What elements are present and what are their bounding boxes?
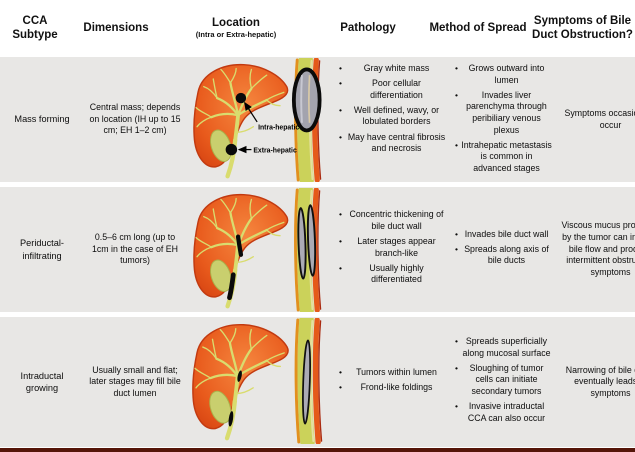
symptoms-text: Viscous mucus produced by the tumor can … bbox=[561, 220, 635, 277]
column-header-spread: Method of Spread bbox=[429, 21, 527, 34]
list-item: Later stages appear branch-like bbox=[339, 236, 448, 259]
spread-list: Invades bile duct wall Spreads along axi… bbox=[450, 229, 554, 271]
spread-list: Grows outward into lumen Invades liver p… bbox=[450, 63, 554, 178]
intrahepatic-arrow bbox=[244, 101, 258, 123]
extrahepatic-tumor-mark bbox=[225, 143, 238, 156]
column-header-location: Location (Intra or Extra-hepatic) bbox=[162, 17, 310, 40]
row-mass-forming: Mass forming Central mass; depends on lo… bbox=[0, 57, 635, 182]
symptoms-text: Narrowing of bile ducts eventually leads… bbox=[565, 364, 635, 398]
list-item: Invasive intraductal CCA can also occur bbox=[455, 401, 552, 424]
location-cell: Intra-hepatic Extra-hepatic bbox=[186, 57, 334, 182]
subtype-label: Periductal-infiltrating bbox=[20, 238, 64, 261]
list-item: Poor cellular differentiation bbox=[339, 78, 448, 101]
pathology-list: Tumors within lumen Frond-like foldings bbox=[334, 367, 450, 397]
footer-rule bbox=[0, 448, 635, 452]
list-item: Tumors within lumen bbox=[339, 367, 448, 379]
dimensions-text: 0.5–6 cm long (up to 1cm in the case of … bbox=[91, 232, 179, 266]
pathology-cell: Concentric thickening of bile duct wall … bbox=[334, 187, 450, 312]
duct-wall-thickening-left bbox=[297, 207, 307, 280]
list-item: Gray white mass bbox=[339, 63, 448, 75]
dimensions-text: Central mass; depends on location (IH up… bbox=[89, 102, 181, 136]
dimensions-text: Usually small and flat; later stages may… bbox=[89, 364, 181, 398]
pathology-cell: Gray white mass Poor cellular differenti… bbox=[334, 57, 450, 182]
row-intraductal-growing: Intraductal growing Usually small and fl… bbox=[0, 317, 635, 447]
duct-wall-thickening-right bbox=[306, 204, 317, 277]
extrahepatic-label: Extra-hepatic bbox=[253, 147, 297, 154]
list-item: Invades liver parenchyma through peribil… bbox=[455, 90, 552, 136]
intraductal-tumor-mark-lower bbox=[228, 411, 234, 427]
column-header-location-title: Location bbox=[212, 16, 260, 29]
pathology-list: Concentric thickening of bile duct wall … bbox=[334, 209, 450, 289]
list-item: Invades bile duct wall bbox=[455, 229, 552, 241]
spread-cell: Invades bile duct wall Spreads along axi… bbox=[450, 187, 554, 312]
duct-tumor-mass bbox=[291, 67, 322, 133]
column-header-dimensions: Dimensions bbox=[83, 21, 149, 34]
list-item: Spreads along axis of bile ducts bbox=[455, 244, 552, 267]
table-header: CCA Subtype Dimensions Location (Intra o… bbox=[0, 0, 635, 57]
spread-cell: Grows outward into lumen Invades liver p… bbox=[450, 57, 554, 182]
list-item: Frond-like foldings bbox=[339, 382, 448, 394]
column-header-symptoms: Symptoms of Bile Duct Obstruction? bbox=[532, 14, 633, 41]
row-periductal-infiltrating: Periductal-infiltrating 0.5–6 cm long (u… bbox=[0, 187, 635, 312]
list-item: May have central fibrosis and necrosis bbox=[339, 132, 448, 155]
liver-and-duct-illustration-mass-forming: Intra-hepatic Extra-hepatic bbox=[186, 58, 334, 182]
liver-and-duct-illustration-intraductal bbox=[186, 318, 334, 444]
mass-highlight bbox=[300, 75, 303, 123]
intraluminal-tumor bbox=[302, 339, 311, 425]
spread-list: Spreads superficially along mucosal surf… bbox=[450, 336, 554, 428]
list-item: Sloughing of tumor cells can initiate se… bbox=[455, 363, 552, 398]
subtype-label: Mass forming bbox=[14, 114, 70, 125]
intrahepatic-tumor-mark bbox=[235, 92, 247, 104]
list-item: Usually highly differentiated bbox=[339, 263, 448, 286]
symptoms-text: Symptoms occasionally occur bbox=[564, 107, 635, 130]
subtype-label: Intraductal growing bbox=[20, 370, 64, 393]
location-cell bbox=[186, 317, 334, 447]
list-item: Well defined, wavy, or lobulated borders bbox=[339, 105, 448, 128]
column-header-pathology: Pathology bbox=[340, 21, 396, 34]
periductal-tumor-mark-lower bbox=[227, 272, 236, 301]
intraductal-tumor-mark-upper bbox=[237, 370, 242, 382]
liver-illustration bbox=[193, 325, 288, 438]
pathology-list: Gray white mass Poor cellular differenti… bbox=[334, 63, 450, 158]
periductal-tumor-mark-upper bbox=[235, 234, 244, 257]
liver-illustration bbox=[194, 65, 288, 177]
column-header-location-subtitle: (Intra or Extra-hepatic) bbox=[195, 30, 277, 40]
column-header-subtype: CCA Subtype bbox=[12, 14, 58, 41]
list-item: Grows outward into lumen bbox=[455, 63, 552, 86]
liver-and-duct-illustration-periductal bbox=[186, 188, 334, 312]
mass-stripe bbox=[308, 75, 311, 123]
location-cell bbox=[186, 187, 334, 312]
pathology-cell: Tumors within lumen Frond-like foldings bbox=[334, 317, 450, 447]
intrahepatic-label: Intra-hepatic bbox=[258, 125, 299, 132]
spread-cell: Spreads superficially along mucosal surf… bbox=[450, 317, 554, 447]
list-item: Spreads superficially along mucosal surf… bbox=[455, 336, 552, 359]
list-item: Intrahepatic metastasis is common in adv… bbox=[455, 140, 552, 175]
list-item: Concentric thickening of bile duct wall bbox=[339, 209, 448, 232]
